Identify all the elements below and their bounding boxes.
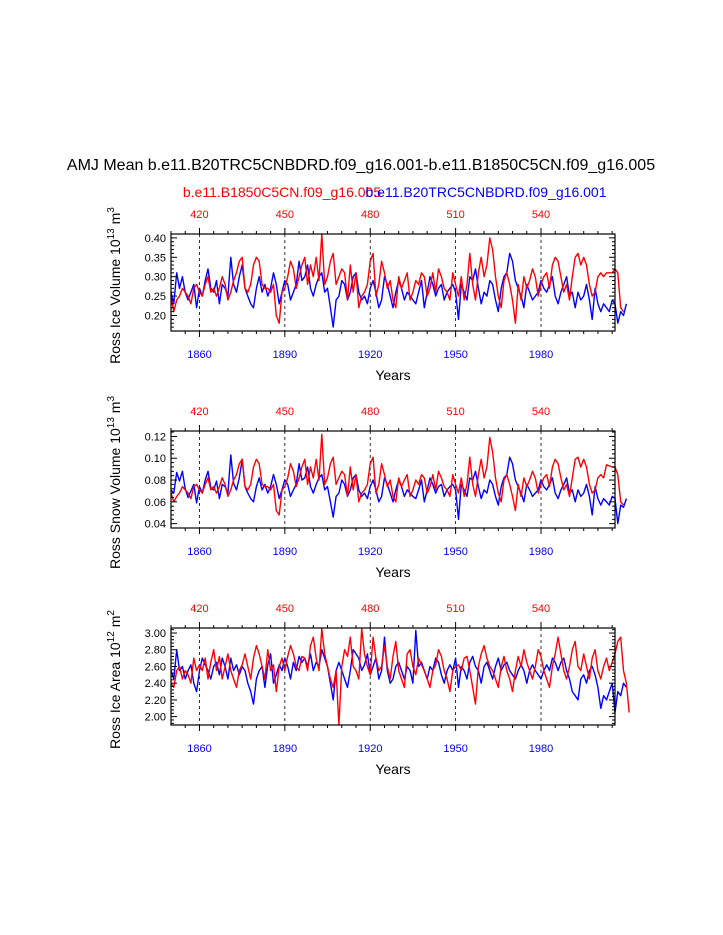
panel-ross-ice-area: 2.00 2.20 2.40 2.60 2.80 3.00 1860 1890 1920 1950… (106, 603, 630, 777)
series-line-control (170, 433, 625, 516)
y-tick-label: 0.04 (145, 519, 166, 531)
y-tick-label: 2.60 (145, 661, 166, 673)
y-axis-title-superscript: 2 (106, 610, 117, 616)
x-tick-label-top: 420 (190, 209, 208, 221)
y-tick-label: 0.08 (145, 475, 166, 487)
y-tick-label: 2.80 (145, 645, 166, 657)
y-tick-label: 0.12 (145, 431, 166, 443)
x-tick-label-bottom: 1890 (273, 349, 297, 361)
subtitle-historical-run: b.e11.B20TRC5CNBDRD.f09_g16.001 (366, 184, 607, 200)
y-axis-title-part: Ross Snow Volume 10 (107, 428, 123, 569)
y-tick-label: 0.10 (145, 453, 166, 465)
x-tick-label-bottom: 1980 (529, 546, 553, 558)
x-tick-label-top: 450 (276, 406, 294, 418)
plot-frame (170, 233, 616, 332)
x-tick-label-bottom: 1920 (358, 743, 382, 755)
x-tick-label-top: 420 (190, 603, 208, 615)
x-tick-label-top: 420 (190, 406, 208, 418)
x-tick-label-top: 540 (532, 209, 550, 221)
x-tick-label-bottom: 1920 (358, 349, 382, 361)
y-axis-title-part: Ross Ice Area 10 (107, 642, 123, 749)
y-axis-title-superscript: 3 (106, 207, 117, 213)
x-tick-label-bottom: 1860 (187, 743, 211, 755)
plot-frame (170, 430, 616, 529)
x-tick-label-top: 540 (532, 406, 550, 418)
x-tick-label-top: 480 (361, 603, 379, 615)
y-axis-title-part: m (107, 616, 123, 632)
x-tick-label-top: 510 (446, 209, 464, 221)
x-tick-label-bottom: 1890 (273, 546, 297, 558)
y-tick-label: 2.00 (145, 712, 166, 724)
y-axis-title: Ross Snow Volume 1013 m3 (106, 396, 123, 570)
x-tick-label-top: 540 (532, 603, 550, 615)
y-axis-title-superscript: 3 (106, 396, 117, 402)
y-tick-label: 0.06 (145, 497, 166, 509)
y-tick-label: 0.20 (145, 310, 166, 322)
y-axis-title-part: m (107, 402, 123, 418)
y-tick-label: 0.30 (145, 272, 166, 284)
panel-ross-snow-volume: 0.04 0.06 0.08 0.10 0.12 1860 1890 1920 1950 1980… (106, 396, 628, 580)
x-tick-label-top: 480 (361, 406, 379, 418)
y-tick-label: 2.20 (145, 695, 166, 707)
subtitle-control-run: b.e11.B1850C5CN.f09_g16.005 (183, 184, 381, 200)
y-tick-label: 0.35 (145, 252, 166, 264)
y-tick-label: 0.25 (145, 291, 166, 303)
y-axis-title-superscript: 13 (106, 228, 117, 240)
y-axis-title: Ross Ice Volume 1013 m3 (106, 207, 123, 364)
x-tick-label-top: 450 (276, 603, 294, 615)
x-tick-label-top: 510 (446, 603, 464, 615)
y-tick-label: 3.00 (145, 628, 166, 640)
y-axis-title: Ross Ice Area 1012 m2 (106, 610, 123, 749)
x-tick-label-top: 510 (446, 406, 464, 418)
y-tick-label: 0.40 (145, 233, 166, 245)
x-tick-label-bottom: 1980 (529, 349, 553, 361)
x-tick-label-bottom: 1860 (187, 349, 211, 361)
y-axis-title-superscript: 13 (106, 417, 117, 429)
x-tick-label-bottom: 1860 (187, 546, 211, 558)
y-axis-title-superscript: 12 (106, 631, 117, 643)
x-tick-label-bottom: 1950 (443, 743, 467, 755)
x-axis-title: Years (375, 761, 410, 777)
y-axis-title-part: m (107, 213, 123, 229)
x-tick-label-top: 480 (361, 209, 379, 221)
x-tick-label-bottom: 1920 (358, 546, 382, 558)
x-tick-label-bottom: 1890 (273, 743, 297, 755)
x-tick-label-top: 450 (276, 209, 294, 221)
panel-ross-ice-volume: 0.20 0.25 0.30 0.35 0.40 1860 1890 1920 1950 1980… (106, 207, 628, 383)
y-tick-label: 2.40 (145, 678, 166, 690)
x-tick-label-bottom: 1950 (443, 546, 467, 558)
x-tick-label-bottom: 1980 (529, 743, 553, 755)
y-axis-title-part: Ross Ice Volume 10 (107, 239, 123, 364)
x-axis-title: Years (375, 367, 410, 383)
figure-title: AMJ Mean b.e11.B20TRC5CNBDRD.f09_g16.001… (67, 157, 655, 174)
series-line-control (170, 233, 625, 324)
series-line-historical (170, 629, 627, 714)
x-tick-label-bottom: 1950 (443, 349, 467, 361)
x-axis-title: Years (375, 564, 410, 580)
series-line-control (170, 628, 630, 726)
